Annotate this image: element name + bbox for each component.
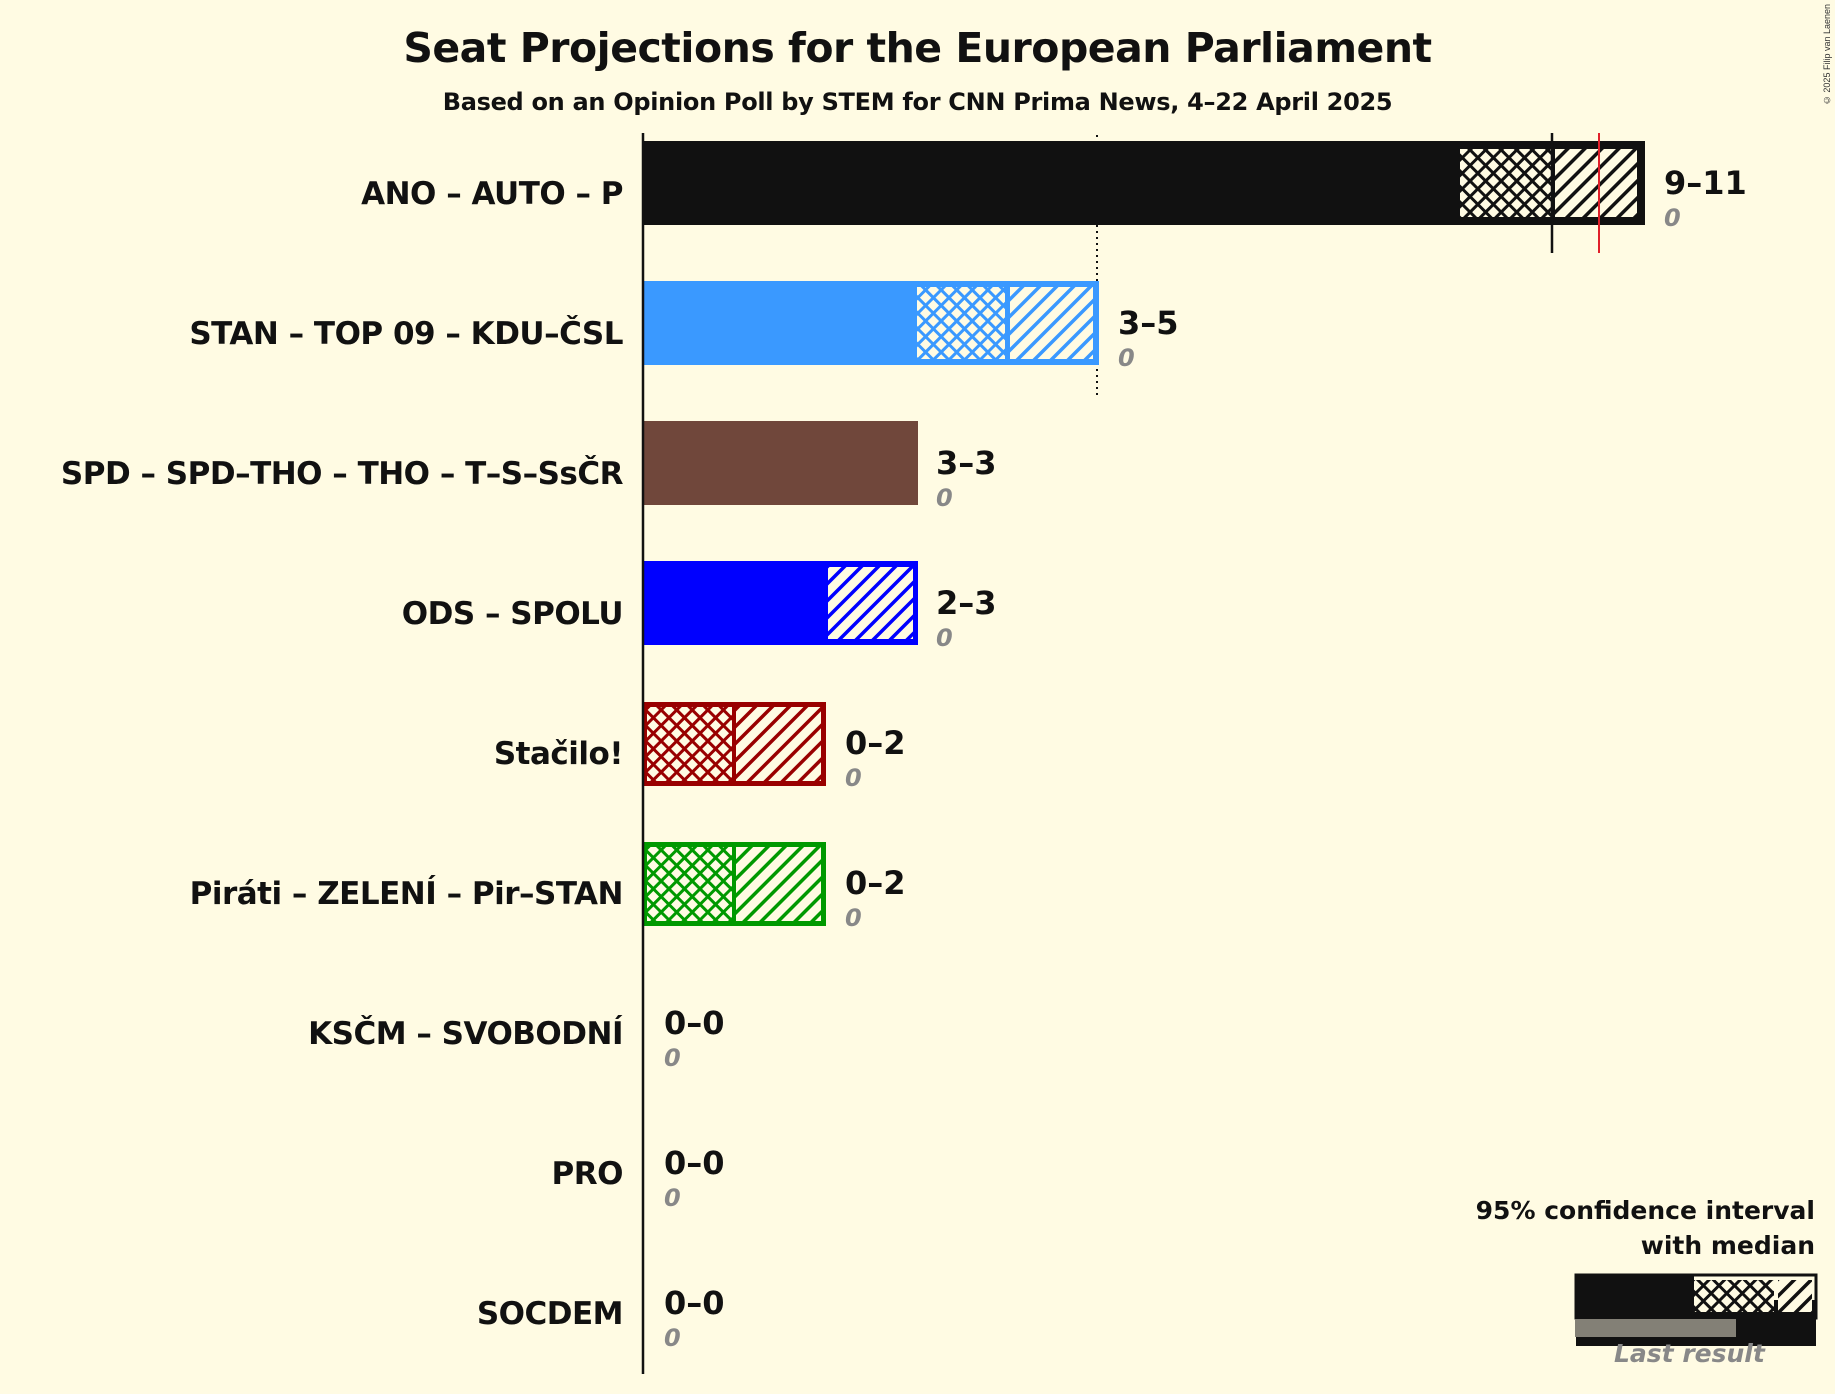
- legend-title: 95% confidence interval with median: [1476, 1193, 1815, 1263]
- last-result-spd: 0: [936, 484, 953, 512]
- legend-last-result-label: Last result: [1614, 1339, 1765, 1368]
- legend-swatch: [1574, 1273, 1818, 1346]
- last-result-stacilo: 0: [845, 764, 862, 792]
- range-socdem: 0–0: [664, 1284, 725, 1322]
- chart-title: Seat Projections for the European Parlia…: [403, 24, 1432, 72]
- last-result-pro: 0: [664, 1184, 681, 1212]
- party-label-stacilo: Stačilo!: [493, 736, 624, 772]
- range-stacilo: 0–2: [845, 724, 906, 762]
- range-ods: 2–3: [936, 584, 997, 622]
- party-label-pro: PRO: [551, 1156, 624, 1192]
- last-result-kscm: 0: [664, 1044, 681, 1072]
- range-pro: 0–0: [664, 1144, 725, 1182]
- last-result-socdem: 0: [664, 1324, 681, 1352]
- party-label-stan: STAN – TOP 09 – KDU–ČSL: [189, 316, 623, 352]
- range-stan: 3–5: [1118, 304, 1179, 342]
- bar-stan: [642, 281, 1099, 365]
- bar-stacilo: [642, 702, 826, 786]
- range-pirati: 0–2: [845, 864, 906, 902]
- party-label-socdem: SOCDEM: [476, 1296, 624, 1332]
- range-kscm: 0–0: [664, 1004, 725, 1042]
- bar-ods: [642, 561, 918, 645]
- last-result-stan: 0: [1118, 344, 1135, 372]
- legend-title-line1: 95% confidence interval: [1475, 1196, 1815, 1225]
- party-label-ods: ODS – SPOLU: [401, 596, 624, 632]
- bar-spd: [642, 421, 918, 505]
- last-result-ods: 0: [936, 624, 953, 652]
- party-label-ano: ANO – AUTO – P: [361, 176, 623, 212]
- range-spd: 3–3: [936, 444, 997, 482]
- legend-last-result-bar: [1575, 1319, 1736, 1337]
- bar-pirati: [642, 842, 826, 926]
- party-label-spd: SPD – SPD–THO – THO – T–S–SsČR: [60, 456, 624, 492]
- bar-ano: [642, 133, 1645, 253]
- range-ano: 9–11: [1664, 164, 1747, 202]
- last-result-ano: 0: [1664, 204, 1681, 232]
- chart-subtitle: Based on an Opinion Poll by STEM for CNN…: [442, 88, 1393, 116]
- party-label-kscm: KSČM – SVOBODNÍ: [308, 1016, 623, 1052]
- last-result-pirati: 0: [845, 904, 862, 932]
- legend-title-line2: with median: [1640, 1231, 1815, 1260]
- party-label-pirati: Piráti – ZELENÍ – Pir–STAN: [189, 876, 624, 912]
